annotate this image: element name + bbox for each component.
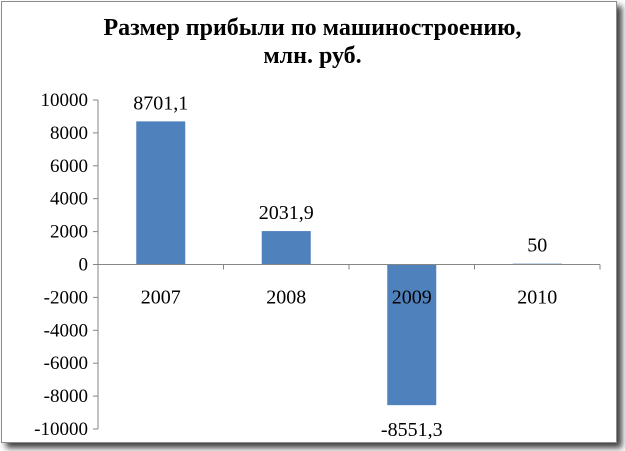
x-tick-label: 2008 (266, 287, 306, 309)
bar (261, 231, 311, 265)
data-label: -8551,3 (381, 419, 443, 441)
x-tick-label: 2010 (517, 287, 557, 309)
y-tick-label: 10000 (41, 90, 89, 111)
y-tick-label: 0 (79, 255, 89, 276)
y-tick-label: -8000 (44, 386, 88, 407)
data-label: 50 (527, 235, 547, 257)
data-label: 8701,1 (133, 92, 188, 114)
y-tick-label: -10000 (34, 419, 88, 440)
chart-title: Размер прибыли по машиностроению, млн. р… (0, 14, 625, 70)
x-tick-label: 2007 (141, 287, 181, 309)
y-tick-label: -2000 (44, 287, 88, 308)
bar (136, 121, 186, 265)
bar (387, 264, 437, 406)
chart-title-line-1: Размер прибыли по машиностроению, (103, 15, 522, 41)
chart-title-line-2: млн. руб. (263, 43, 362, 69)
x-tick-label: 2009 (392, 287, 432, 309)
y-tick-label: -6000 (44, 353, 88, 374)
y-tick-label: 2000 (50, 222, 88, 243)
y-tick-label: 8000 (50, 123, 88, 144)
data-label: 2031,9 (259, 202, 314, 224)
y-tick-label: 4000 (50, 189, 88, 210)
chart-area (1, 1, 617, 443)
y-tick-label: -4000 (44, 320, 88, 341)
y-tick-label: 6000 (50, 156, 88, 177)
